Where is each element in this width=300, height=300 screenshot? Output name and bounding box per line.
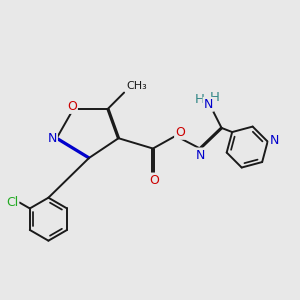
Text: H: H	[209, 91, 219, 104]
Text: O: O	[175, 126, 185, 139]
Text: H: H	[195, 93, 205, 106]
Text: N: N	[204, 98, 213, 111]
Text: N: N	[269, 134, 279, 147]
Text: CH₃: CH₃	[126, 81, 147, 91]
Text: N: N	[195, 148, 205, 161]
Text: O: O	[67, 100, 77, 113]
Text: N: N	[48, 132, 57, 145]
Text: Cl: Cl	[6, 196, 18, 209]
Text: O: O	[149, 173, 159, 187]
